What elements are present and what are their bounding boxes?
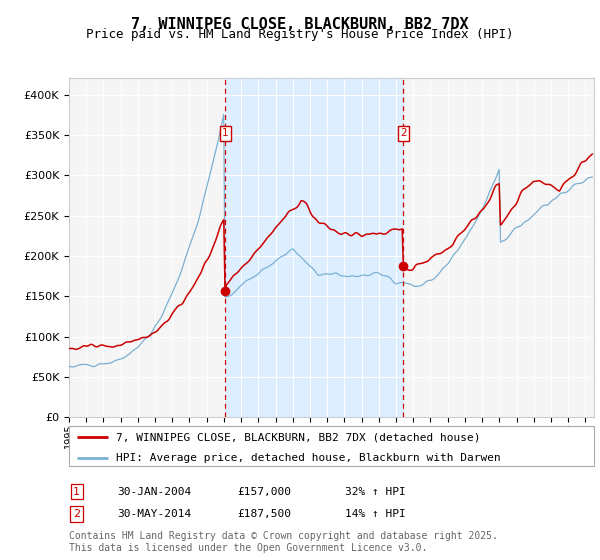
- Text: £157,000: £157,000: [237, 487, 291, 497]
- Text: 2: 2: [73, 509, 80, 519]
- Text: HPI: Average price, detached house, Blackburn with Darwen: HPI: Average price, detached house, Blac…: [116, 452, 501, 463]
- Text: 14% ↑ HPI: 14% ↑ HPI: [345, 509, 406, 519]
- Text: 1: 1: [73, 487, 80, 497]
- Text: 30-MAY-2014: 30-MAY-2014: [117, 509, 191, 519]
- Bar: [225, 78, 403, 417]
- Text: Price paid vs. HM Land Registry's House Price Index (HPI): Price paid vs. HM Land Registry's House …: [86, 28, 514, 41]
- FancyBboxPatch shape: [69, 426, 594, 466]
- Text: 2: 2: [400, 128, 407, 138]
- Text: 7, WINNIPEG CLOSE, BLACKBURN, BB2 7DX (detached house): 7, WINNIPEG CLOSE, BLACKBURN, BB2 7DX (d…: [116, 432, 481, 442]
- Text: Contains HM Land Registry data © Crown copyright and database right 2025.: Contains HM Land Registry data © Crown c…: [69, 531, 498, 541]
- Text: 1: 1: [222, 128, 229, 138]
- Text: 32% ↑ HPI: 32% ↑ HPI: [345, 487, 406, 497]
- Text: This data is licensed under the Open Government Licence v3.0.: This data is licensed under the Open Gov…: [69, 543, 427, 553]
- Text: 7, WINNIPEG CLOSE, BLACKBURN, BB2 7DX: 7, WINNIPEG CLOSE, BLACKBURN, BB2 7DX: [131, 17, 469, 32]
- Text: £187,500: £187,500: [237, 509, 291, 519]
- Text: 30-JAN-2004: 30-JAN-2004: [117, 487, 191, 497]
